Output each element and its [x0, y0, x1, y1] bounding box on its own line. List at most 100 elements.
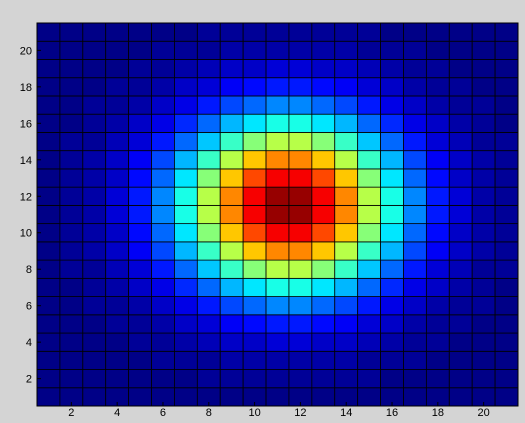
- heatmap-cell: [105, 314, 130, 334]
- heatmap-cell: [288, 132, 313, 152]
- heatmap-cell: [265, 113, 290, 133]
- heatmap-cell: [59, 40, 84, 60]
- heatmap-cell: [151, 77, 175, 97]
- heatmap-cell: [494, 186, 519, 206]
- heatmap-cell: [196, 95, 221, 115]
- heatmap-cell: [448, 350, 473, 370]
- y-tick-label: 16: [20, 118, 32, 130]
- heatmap-cell: [219, 296, 244, 316]
- heatmap-cell: [82, 77, 107, 97]
- heatmap-cell: [265, 186, 290, 206]
- heatmap-cell: [494, 277, 519, 297]
- heatmap-cell: [174, 314, 198, 334]
- heatmap-cell: [311, 259, 336, 279]
- heatmap-cell: [311, 59, 336, 79]
- heatmap-cell: [151, 223, 175, 243]
- heatmap-cell: [242, 132, 267, 152]
- x-tick-label: 12: [294, 407, 306, 418]
- heatmap-cell: [174, 77, 198, 97]
- heatmap-cell: [403, 350, 427, 370]
- heatmap-cell: [311, 314, 336, 334]
- heatmap-cell: [59, 204, 84, 225]
- heatmap-cell: [174, 296, 198, 316]
- heatmap-cell: [357, 77, 381, 97]
- heatmap-cell: [448, 150, 473, 170]
- heatmap-cell: [174, 241, 198, 261]
- heatmap-cell: [425, 369, 450, 389]
- heatmap-cell: [128, 369, 152, 389]
- heatmap-cell: [311, 113, 336, 133]
- heatmap-cell: [82, 387, 107, 407]
- heatmap-cell: [59, 186, 84, 206]
- heatmap-cell: [265, 95, 290, 115]
- heatmap-cell: [265, 77, 290, 97]
- heatmap-cell: [105, 22, 130, 42]
- heatmap-cell: [471, 150, 496, 170]
- heatmap-cell: [471, 350, 496, 370]
- heatmap-cell: [334, 277, 359, 297]
- heatmap-cell: [242, 40, 267, 60]
- y-tick-label: 6: [26, 301, 32, 313]
- heatmap-cell: [494, 113, 519, 133]
- heatmap-cell: [105, 168, 130, 188]
- heatmap-cell: [151, 314, 175, 334]
- heatmap-cell: [265, 150, 290, 170]
- heatmap-cell: [128, 95, 152, 115]
- heatmap-cell: [357, 22, 381, 42]
- heatmap-cell: [196, 132, 221, 152]
- heatmap-cell: [265, 387, 290, 407]
- heatmap-cell: [425, 59, 450, 79]
- heatmap-cell: [59, 168, 84, 188]
- heatmap-cell: [494, 387, 519, 407]
- heatmap-cell: [425, 314, 450, 334]
- heatmap-cell: [403, 259, 427, 279]
- heatmap-cell: [334, 223, 359, 243]
- heatmap-cell: [448, 277, 473, 297]
- heatmap-cell: [288, 350, 313, 370]
- heatmap-cell: [174, 150, 198, 170]
- heatmap-cell: [448, 204, 473, 225]
- heatmap-cell: [196, 332, 221, 352]
- heatmap-cell: [471, 314, 496, 334]
- heatmap-cell: [105, 77, 130, 97]
- heatmap-cell: [82, 314, 107, 334]
- heatmap-cell: [403, 314, 427, 334]
- heatmap-cell: [105, 223, 130, 243]
- heatmap-cell: [425, 168, 450, 188]
- heatmap-cell: [403, 59, 427, 79]
- heatmap-cell: [128, 77, 152, 97]
- heatmap-cell: [105, 150, 130, 170]
- heatmap-cell: [311, 132, 336, 152]
- heatmap-cell: [425, 223, 450, 243]
- heatmap-cell: [380, 204, 404, 225]
- heatmap-cell: [380, 150, 404, 170]
- heatmap-cell: [128, 132, 152, 152]
- heatmap-cell: [105, 259, 130, 279]
- heatmap-cell: [242, 168, 267, 188]
- heatmap-cell: [196, 77, 221, 97]
- heatmap-cell: [334, 77, 359, 97]
- heatmap-cell: [448, 259, 473, 279]
- heatmap-cell: [311, 150, 336, 170]
- heatmap-cell: [425, 113, 450, 133]
- heatmap-cell: [36, 204, 61, 225]
- heatmap-cell: [403, 223, 427, 243]
- heatmap-cell: [105, 204, 130, 225]
- heatmap-cell: [311, 77, 336, 97]
- heatmap-cell: [380, 223, 404, 243]
- heatmap-cell: [36, 95, 61, 115]
- heatmap-cell: [265, 369, 290, 389]
- heatmap-cell: [265, 277, 290, 297]
- heatmap-cell: [425, 259, 450, 279]
- x-tick-label: 10: [248, 407, 260, 418]
- x-tick-label: 2: [68, 407, 74, 418]
- heatmap-cell: [151, 277, 175, 297]
- heatmap-cell: [380, 332, 404, 352]
- heatmap-cell: [174, 168, 198, 188]
- heatmap-cell: [265, 314, 290, 334]
- heatmap-cell: [403, 204, 427, 225]
- heatmap-cell: [288, 113, 313, 133]
- heatmap-cell: [59, 22, 84, 42]
- heatmap-cell: [59, 296, 84, 316]
- heatmap-cell: [265, 241, 290, 261]
